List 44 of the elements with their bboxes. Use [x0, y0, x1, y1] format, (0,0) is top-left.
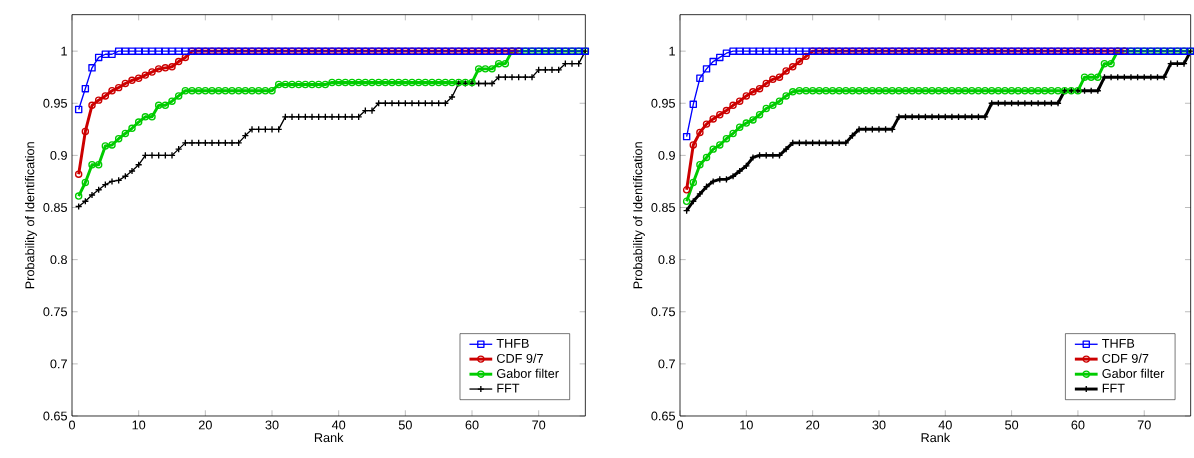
x-tick-label: 10	[132, 420, 146, 430]
y-tick-label: 0.75	[651, 307, 675, 317]
x-axis-title: Rank	[314, 432, 344, 443]
legend-label: CDF 9/7	[1102, 353, 1149, 363]
y-tick-label: 0.8	[658, 255, 675, 265]
x-tick-label: 60	[1071, 420, 1085, 430]
x-tick-label: 50	[1005, 420, 1019, 430]
legend-label: Gabor filter	[496, 368, 559, 378]
legend-label: FFT	[1102, 383, 1125, 393]
y-tick-label: 0.65	[43, 411, 67, 421]
legend-label: FFT	[497, 383, 520, 393]
x-tick-label: 40	[331, 420, 346, 430]
y-axis-title: Probability of Identification	[25, 142, 37, 289]
y-axis-title: Probability of Identification	[633, 142, 645, 289]
x-tick-label: 70	[532, 420, 546, 430]
legend-label: THFB	[496, 338, 529, 348]
x-tick-label: 0	[68, 420, 76, 430]
legend-label: THFB	[1102, 338, 1135, 348]
x-tick-label: 50	[398, 420, 412, 430]
y-tick-label: 0.9	[50, 150, 67, 160]
y-tick-label: 0.65	[651, 411, 675, 421]
y-tick-label: 1	[61, 46, 67, 56]
x-tick-label: 30	[872, 420, 886, 430]
x-tick-label: 30	[265, 420, 279, 430]
x-tick-label: 0	[676, 420, 684, 430]
x-tick-label: 60	[465, 420, 479, 430]
x-tick-label: 40	[938, 420, 952, 430]
y-tick-label: 0.85	[43, 203, 67, 212]
y-tick-label: 0.7	[658, 359, 675, 369]
legend-label: CDF 9/7	[497, 353, 543, 363]
x-tick-label: 70	[1137, 420, 1151, 430]
y-tick-label: 0.75	[43, 307, 67, 317]
x-axis-title: Rank	[921, 432, 951, 443]
y-tick-label: 0.9	[658, 150, 675, 160]
y-tick-label: 1	[669, 46, 675, 56]
y-tick-label: 0.95	[43, 98, 67, 108]
y-tick-label: 0.7	[50, 359, 67, 369]
legend-label: Gabor filter	[1102, 368, 1165, 378]
y-tick-label: 0.95	[651, 98, 675, 108]
x-tick-label: 10	[740, 420, 753, 430]
x-tick-label: 20	[198, 420, 212, 430]
y-tick-label: 0.85	[651, 203, 675, 212]
x-tick-label: 20	[806, 420, 820, 430]
y-tick-label: 0.8	[50, 255, 67, 265]
